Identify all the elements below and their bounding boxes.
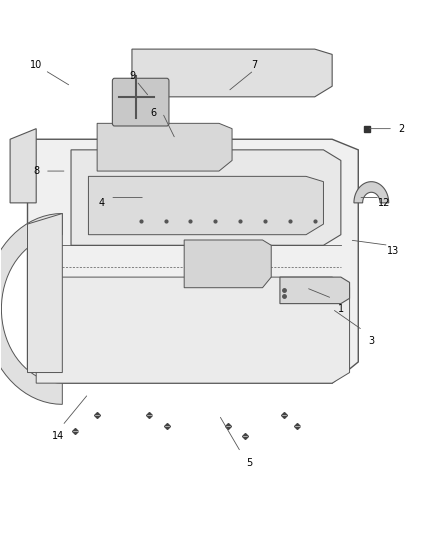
Polygon shape bbox=[354, 182, 389, 203]
Polygon shape bbox=[97, 123, 232, 171]
Polygon shape bbox=[280, 277, 350, 304]
Text: 10: 10 bbox=[30, 60, 42, 70]
Text: 3: 3 bbox=[368, 336, 374, 346]
Polygon shape bbox=[88, 176, 323, 235]
Text: 8: 8 bbox=[33, 166, 39, 176]
Text: 1: 1 bbox=[338, 304, 344, 314]
Polygon shape bbox=[36, 277, 350, 383]
Polygon shape bbox=[71, 150, 341, 245]
Text: 5: 5 bbox=[246, 458, 253, 467]
Polygon shape bbox=[132, 49, 332, 97]
Text: 12: 12 bbox=[378, 198, 391, 208]
Polygon shape bbox=[10, 128, 36, 203]
FancyBboxPatch shape bbox=[113, 78, 169, 126]
Text: 6: 6 bbox=[151, 108, 157, 118]
Polygon shape bbox=[184, 240, 271, 288]
Text: 9: 9 bbox=[129, 70, 135, 80]
Polygon shape bbox=[0, 214, 62, 405]
Text: 7: 7 bbox=[251, 60, 257, 70]
Text: 4: 4 bbox=[99, 198, 105, 208]
Text: 2: 2 bbox=[399, 124, 405, 134]
Text: 14: 14 bbox=[52, 431, 64, 441]
Polygon shape bbox=[28, 214, 62, 373]
Polygon shape bbox=[28, 139, 358, 383]
Text: 13: 13 bbox=[387, 246, 399, 256]
